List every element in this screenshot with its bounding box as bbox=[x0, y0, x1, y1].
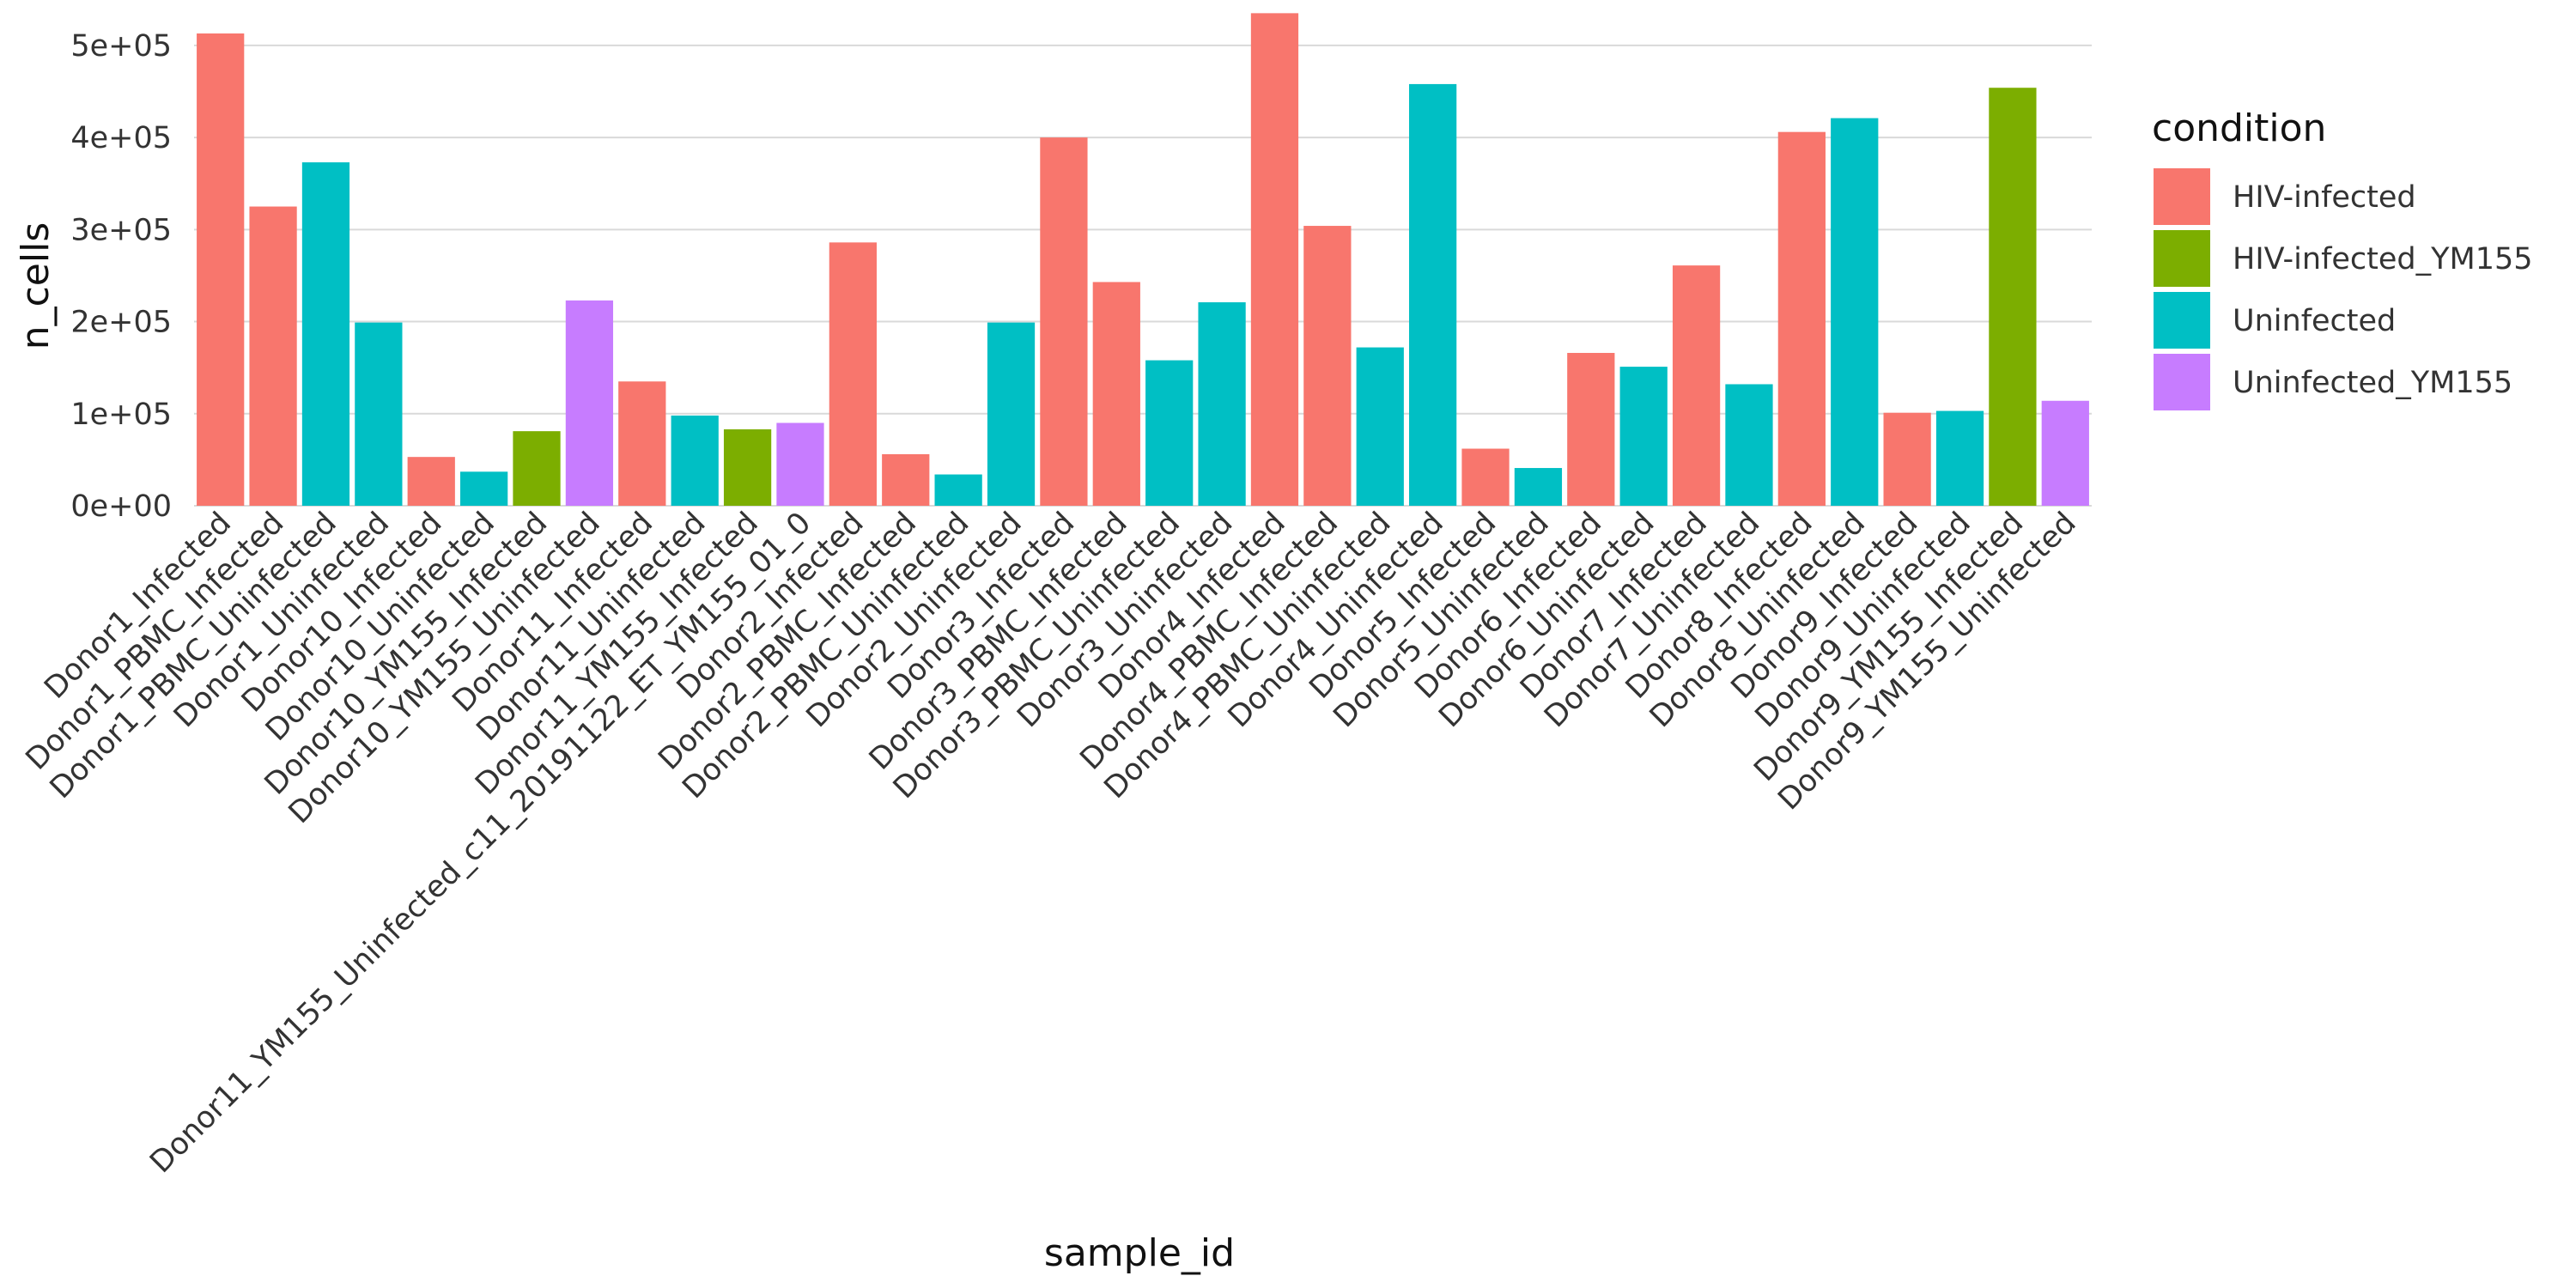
bar bbox=[407, 457, 455, 506]
bar bbox=[1883, 412, 1931, 506]
bar bbox=[723, 429, 772, 506]
bar bbox=[1777, 131, 1826, 506]
bar bbox=[618, 381, 666, 506]
legend-items: HIV-infected HIV-infected_YM155 Uninfected… bbox=[2154, 168, 2533, 410]
legend-swatch bbox=[2154, 168, 2210, 225]
bar bbox=[2041, 400, 2089, 506]
bar bbox=[1040, 137, 1088, 506]
bar bbox=[1092, 282, 1140, 506]
legend-label: Uninfected_YM155 bbox=[2233, 366, 2512, 400]
bar bbox=[513, 431, 561, 506]
bar bbox=[671, 415, 719, 506]
grid-lines bbox=[194, 44, 2092, 507]
bar bbox=[1989, 88, 2037, 506]
legend-title: condition bbox=[2152, 106, 2326, 150]
bar bbox=[1409, 83, 1457, 506]
bar bbox=[1619, 367, 1668, 506]
y-axis-ticks: 0e+00 1e+05 2e+05 3e+05 4e+05 5e+05 bbox=[70, 29, 172, 524]
legend-swatch bbox=[2154, 292, 2210, 349]
legend-swatch bbox=[2154, 354, 2210, 410]
y-tick-label: 0e+00 bbox=[70, 489, 172, 524]
y-tick-label: 3e+05 bbox=[70, 213, 172, 247]
bar bbox=[355, 322, 403, 506]
y-tick-label: 1e+05 bbox=[70, 398, 172, 432]
bar bbox=[1250, 13, 1299, 507]
y-axis-title: n_cells bbox=[14, 222, 58, 350]
bar bbox=[1461, 448, 1510, 506]
legend-swatch bbox=[2154, 230, 2210, 287]
legend-label: HIV-infected_YM155 bbox=[2233, 242, 2533, 276]
y-tick-label: 5e+05 bbox=[70, 29, 172, 64]
y-tick-label: 2e+05 bbox=[70, 306, 172, 340]
bar bbox=[1725, 384, 1773, 506]
bar bbox=[1514, 468, 1563, 506]
bar bbox=[565, 300, 614, 506]
bar bbox=[1356, 347, 1404, 506]
legend-label: HIV-infected bbox=[2233, 180, 2416, 215]
bar bbox=[1831, 118, 1879, 506]
bar bbox=[934, 474, 982, 506]
bar bbox=[987, 322, 1036, 506]
legend: condition HIV-infected HIV-infected_YM155… bbox=[2152, 106, 2533, 410]
x-axis-title: sample_id bbox=[1044, 1231, 1235, 1275]
bar bbox=[882, 453, 930, 506]
bar bbox=[197, 33, 245, 506]
bar bbox=[1672, 265, 1721, 506]
bar bbox=[301, 162, 350, 507]
bar bbox=[249, 206, 297, 506]
bar bbox=[1145, 360, 1194, 506]
bars bbox=[197, 13, 2089, 507]
x-axis-ticks: Donor1_InfectedDonor1_PBMC_InfectedDonor… bbox=[20, 506, 2083, 1180]
bar bbox=[1198, 302, 1246, 506]
bar bbox=[776, 422, 824, 506]
legend-label: Uninfected bbox=[2233, 304, 2396, 338]
y-tick-label: 4e+05 bbox=[70, 121, 172, 155]
bar bbox=[1935, 410, 1984, 506]
bar bbox=[1303, 226, 1352, 506]
bar bbox=[1567, 353, 1615, 506]
bar bbox=[460, 471, 508, 506]
bar bbox=[829, 242, 877, 506]
